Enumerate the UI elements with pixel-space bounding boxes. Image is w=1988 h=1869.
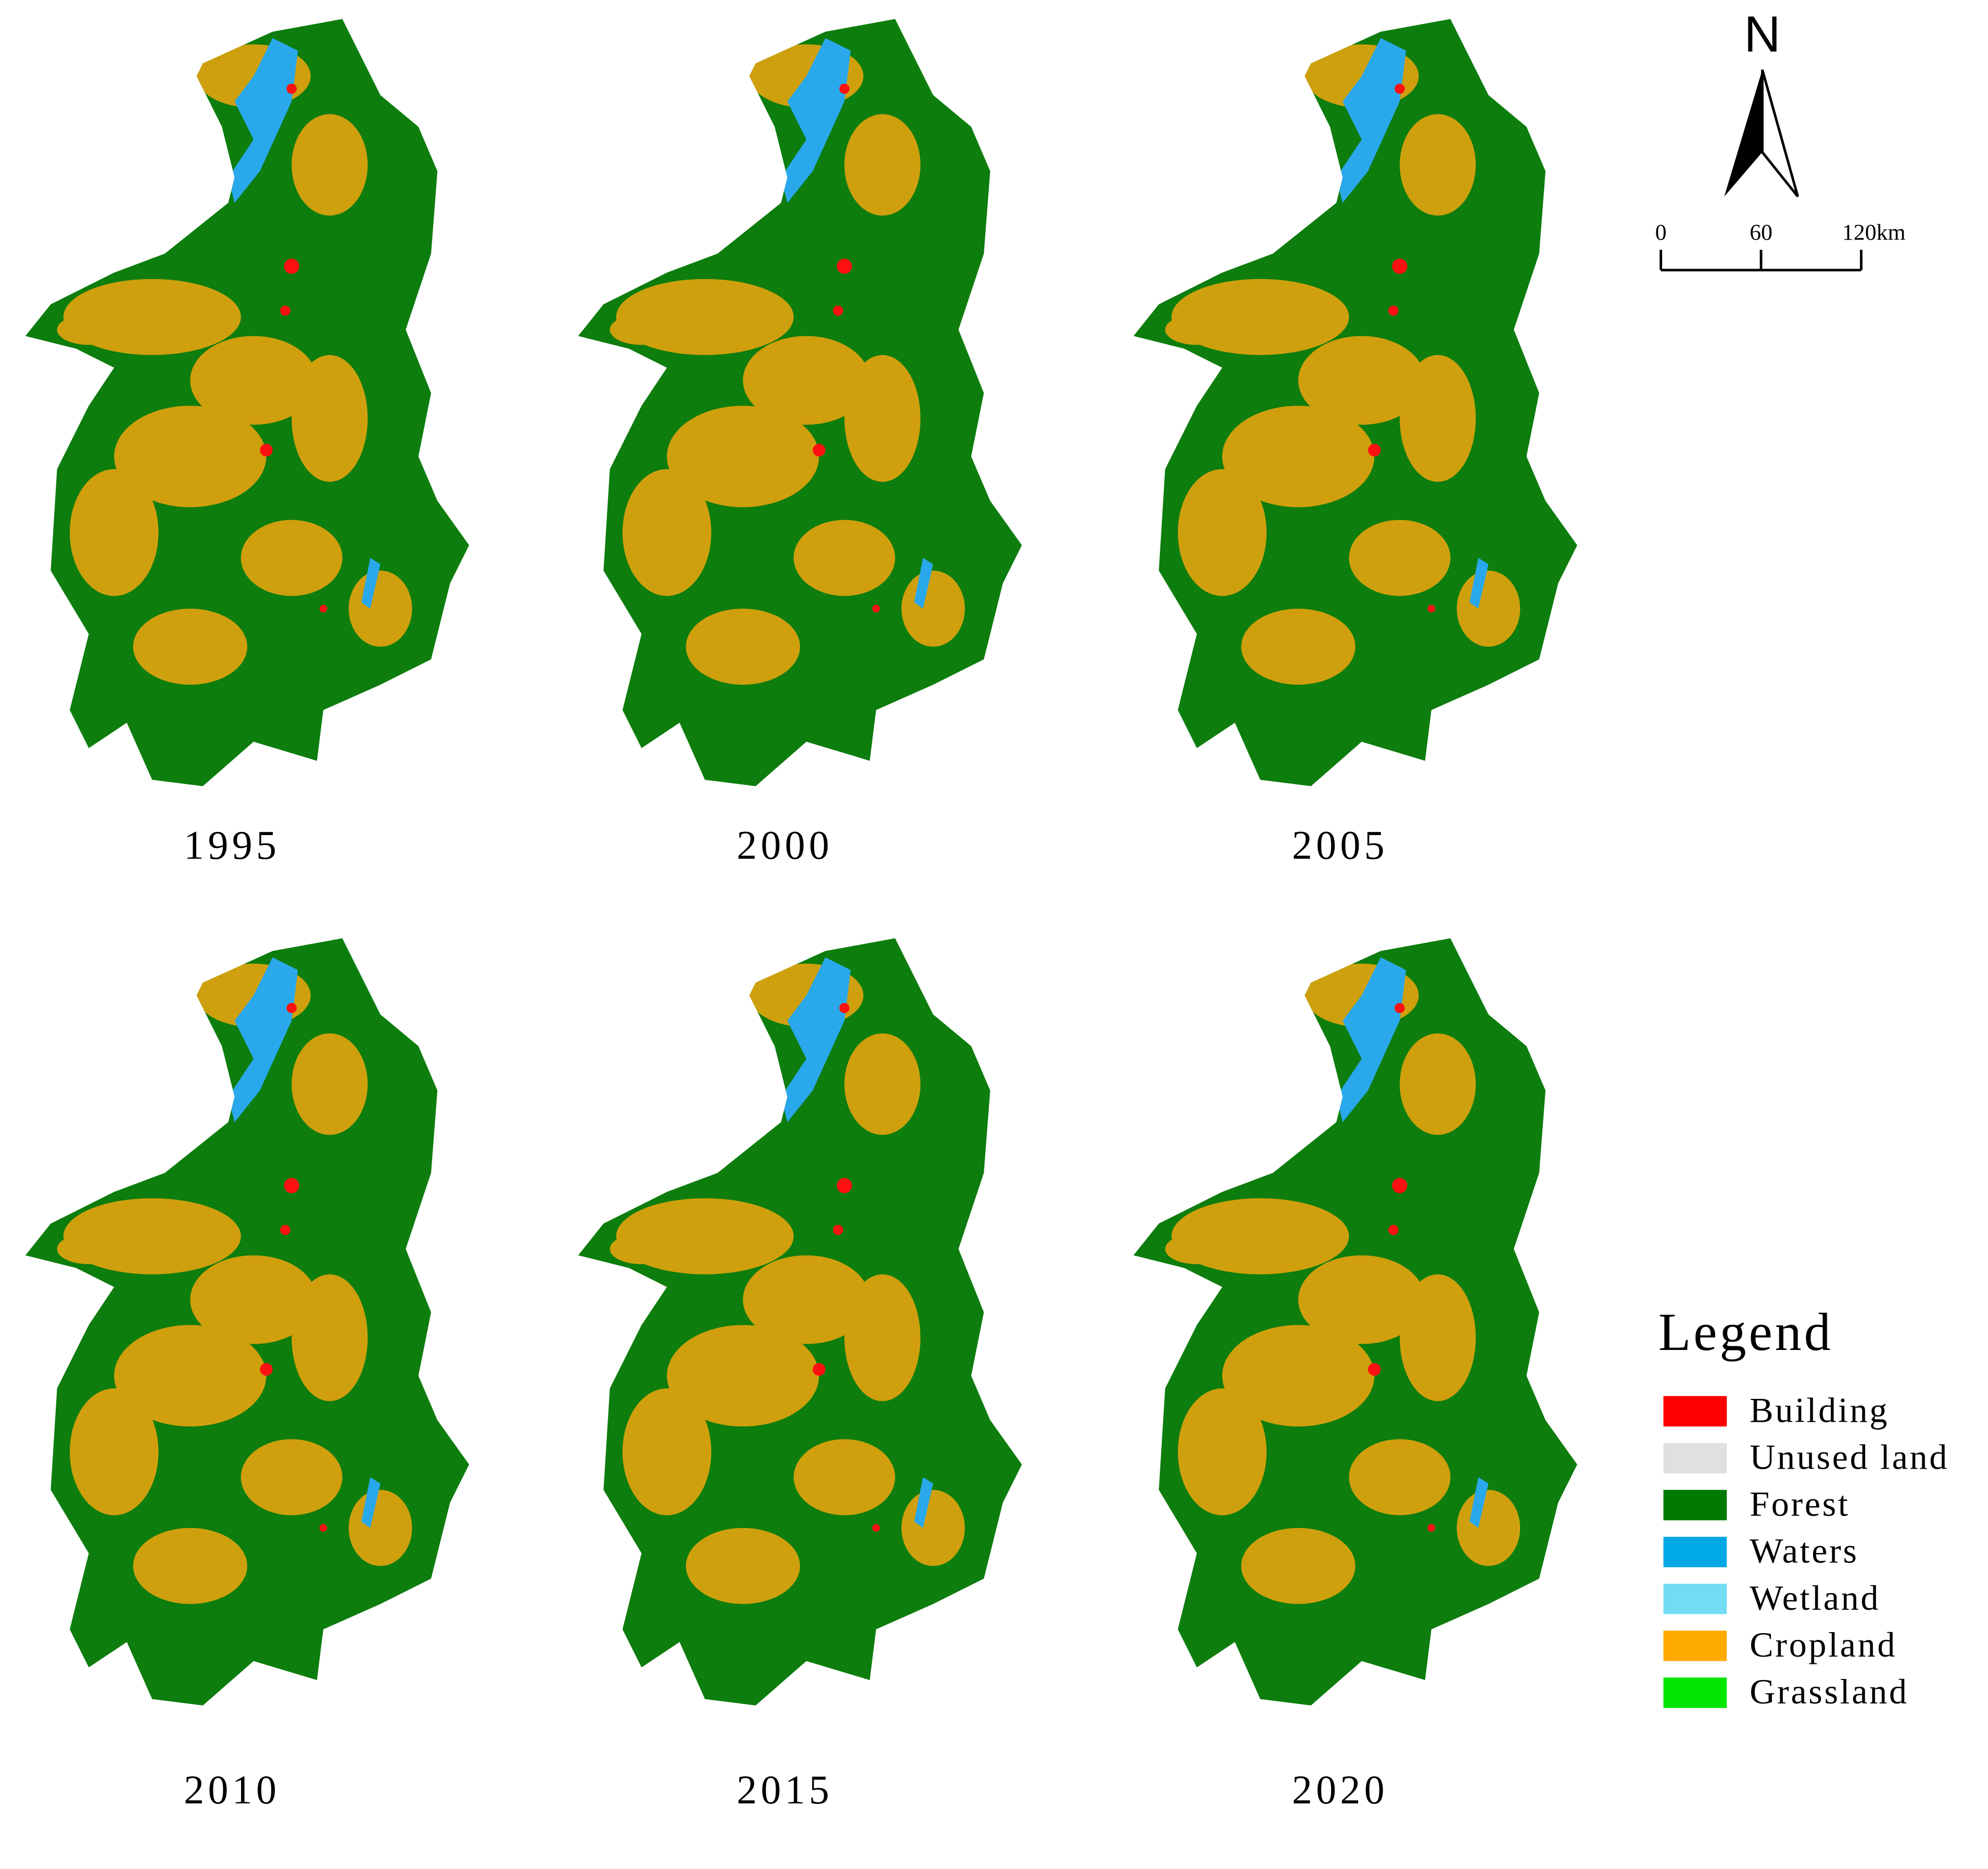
north-label: N xyxy=(1744,6,1780,62)
north-arrow: N xyxy=(1724,6,1799,198)
legend-swatch xyxy=(1663,1489,1727,1521)
legend-swatch xyxy=(1663,1536,1727,1568)
legend-swatch xyxy=(1663,1631,1727,1661)
scale-bar xyxy=(1660,249,1863,272)
scale-label: 60 xyxy=(1750,220,1772,245)
scale-label: 120km xyxy=(1842,220,1906,245)
legend: Building Unused land Forest Waters Wetland Cr… xyxy=(1663,1390,1949,1711)
legend-title: Legend xyxy=(1658,1303,1833,1362)
legend-swatch xyxy=(1663,1584,1727,1614)
land-use-map xyxy=(1108,919,1590,1718)
legend-label: Unused land xyxy=(1750,1437,1949,1476)
north-arrow-right xyxy=(1761,69,1799,198)
year-label: 2020 xyxy=(1292,1767,1388,1812)
legend-label: Waters xyxy=(1750,1531,1859,1571)
map-panels: 1995 2000 2005 2010 2015 2020 xyxy=(0,0,1590,1812)
year-label: 2010 xyxy=(184,1767,280,1812)
legend-label: Building xyxy=(1750,1390,1889,1430)
land-use-map xyxy=(0,919,482,1718)
land-use-map xyxy=(553,0,1035,799)
legend-label: Cropland xyxy=(1750,1625,1897,1664)
land-use-map xyxy=(553,919,1035,1718)
north-arrow-left xyxy=(1724,69,1763,197)
land-use-map xyxy=(0,0,482,799)
year-label: 2015 xyxy=(737,1767,833,1812)
scale-label: 0 xyxy=(1655,220,1667,245)
legend-swatch xyxy=(1663,1396,1727,1426)
year-label: 1995 xyxy=(184,823,280,868)
legend-swatch xyxy=(1663,1443,1727,1474)
legend-swatch xyxy=(1663,1677,1727,1708)
year-label: 2000 xyxy=(737,823,833,868)
legend-label: Grassland xyxy=(1750,1672,1909,1711)
land-use-map xyxy=(1108,0,1590,799)
legend-label: Wetland xyxy=(1750,1578,1880,1618)
year-label: 2005 xyxy=(1292,823,1388,868)
legend-label: Forest xyxy=(1750,1484,1850,1524)
